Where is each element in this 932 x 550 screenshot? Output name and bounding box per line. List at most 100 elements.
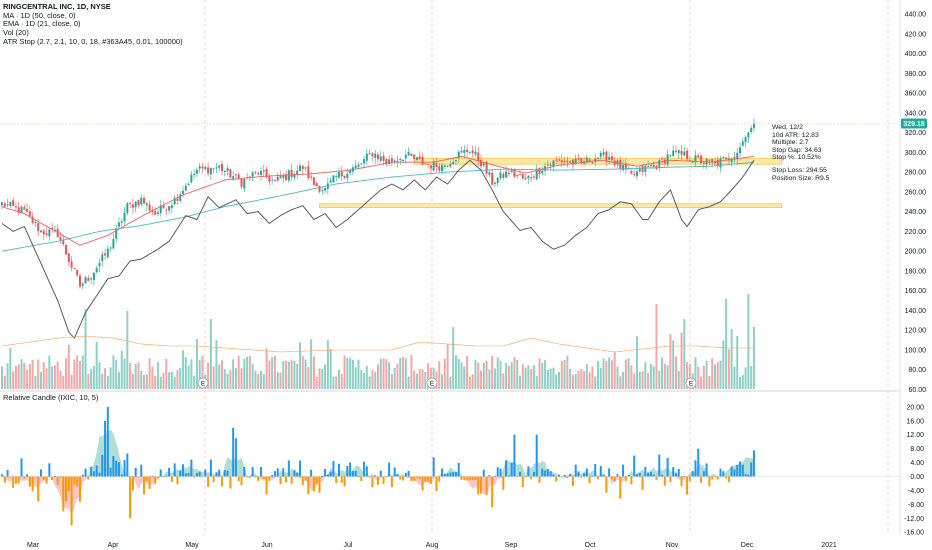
candle-body <box>312 177 315 185</box>
volume-bar <box>23 362 26 389</box>
volume-bar <box>262 373 265 389</box>
relative-candle-bar <box>705 463 708 477</box>
ema-legend: EMA · 1D (21, close, 0) <box>3 19 81 29</box>
volume-bar <box>195 339 198 389</box>
relative-candle-bar <box>62 476 65 512</box>
relative-candle-bar <box>162 476 165 478</box>
volume-bar <box>81 355 84 389</box>
candle-body <box>608 157 611 160</box>
candle-body <box>638 167 641 172</box>
candle-body <box>14 206 17 208</box>
volume-bar <box>560 360 563 389</box>
indicator-tick-label: 20.00 <box>906 404 924 411</box>
relative-candle-bar <box>491 476 494 508</box>
relative-candle-bar <box>26 474 29 477</box>
volume-bar <box>296 363 299 389</box>
volume-bar <box>516 359 519 389</box>
candle-body <box>574 158 577 165</box>
relative-candle-bar <box>78 476 81 502</box>
volume-bar <box>686 362 689 389</box>
info-date: Wed, 12/2 <box>772 124 803 131</box>
volume-bar <box>480 370 483 389</box>
relative-candle-bar <box>435 476 438 492</box>
relative-candle-bar <box>143 476 146 495</box>
relative-candle-bar <box>218 469 221 477</box>
relative-candle-bar <box>326 474 329 477</box>
volume-bar <box>73 359 76 389</box>
volume-bar <box>658 370 661 389</box>
volume-bar <box>571 375 574 389</box>
relative-candle-bar <box>594 464 597 477</box>
candle-body <box>237 174 240 180</box>
candle-body <box>407 151 410 156</box>
relative-candle-bar <box>134 467 137 477</box>
volume-bar <box>750 366 753 389</box>
relative-candle-bar <box>234 438 237 477</box>
candle-body <box>616 160 619 165</box>
candle-body <box>658 160 661 168</box>
volume-bar <box>104 368 107 389</box>
relative-candle-bar <box>173 463 176 477</box>
volume-bar <box>248 355 251 389</box>
volume-bar <box>747 294 750 389</box>
candle-body <box>647 166 650 168</box>
candle-body <box>424 163 427 165</box>
chart-title: RINGCENTRAL INC, 1D, NYSE <box>3 2 111 11</box>
candle-body <box>120 221 123 223</box>
volume-bar <box>193 375 196 389</box>
time-tick-label: Jul <box>344 542 353 549</box>
candle-body <box>165 209 168 211</box>
relative-candle-bar <box>349 462 352 477</box>
volume-bar <box>276 372 279 389</box>
candle-body <box>282 175 285 178</box>
relative-candle-bar <box>98 472 101 477</box>
volume-bar <box>109 367 112 389</box>
relative-candle-bar <box>81 474 84 477</box>
relative-candle-bar <box>432 457 435 477</box>
candle-body <box>310 176 313 178</box>
volume-bar <box>457 359 460 389</box>
volume-bar <box>521 364 524 389</box>
candle-body <box>413 154 416 159</box>
candle-body <box>148 204 151 211</box>
candle-body <box>129 202 132 204</box>
relative-candle-bar <box>418 476 421 480</box>
relative-candle-bar <box>223 470 226 477</box>
candle-body <box>251 172 254 177</box>
relative-candle-bar <box>307 476 310 495</box>
relative-candle-bar <box>563 474 566 477</box>
candle-body <box>432 161 435 171</box>
candle-body <box>750 128 753 133</box>
relative-candle-bar <box>619 476 622 499</box>
volume-bar <box>17 364 20 389</box>
volume-bar <box>627 358 630 389</box>
candle-body <box>521 173 524 179</box>
volume-bar <box>390 374 393 389</box>
candle-body <box>661 158 664 160</box>
relative-candle-bar <box>12 476 15 488</box>
candle-body <box>45 233 48 235</box>
volume-bar <box>337 369 340 389</box>
relative-candle-bar <box>87 476 90 480</box>
candle-body <box>752 123 755 129</box>
relative-candle-bar <box>37 476 40 502</box>
candle-body <box>170 205 173 209</box>
volume-bar <box>482 363 485 389</box>
candle-body <box>332 175 335 183</box>
relative-candle-bar <box>605 476 608 493</box>
relative-candle-bar <box>613 476 616 482</box>
candle-body <box>257 173 260 175</box>
volume-bar <box>619 376 622 389</box>
candle-body <box>218 165 221 168</box>
candle-body <box>271 179 274 181</box>
volume-bar <box>424 372 427 389</box>
price-tick-label: 180.00 <box>905 268 927 275</box>
volume-bar <box>271 357 274 389</box>
volume-ma-line <box>1 335 754 353</box>
relative-candle-bar <box>507 475 510 477</box>
candle-body <box>184 185 187 191</box>
volume-bar <box>148 358 151 389</box>
candle-body <box>390 158 393 162</box>
volume-bar <box>563 360 566 389</box>
